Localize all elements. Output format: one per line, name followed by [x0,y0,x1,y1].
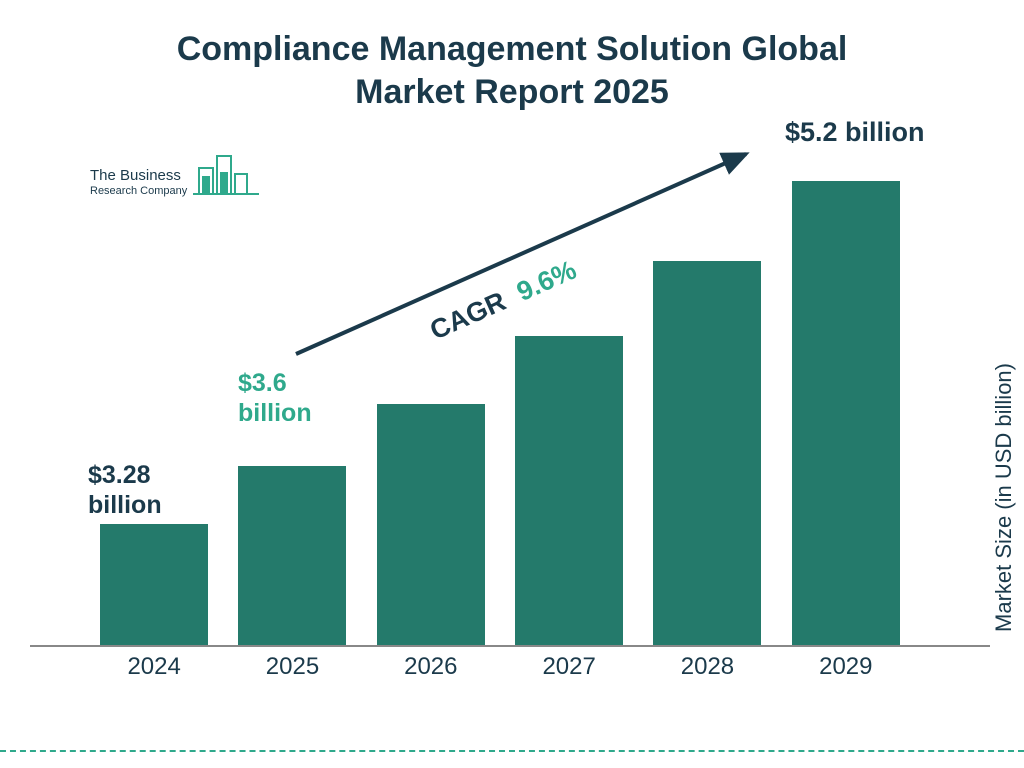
bar-2025 [238,466,346,645]
chart-title: Compliance Management Solution Global Ma… [0,28,1024,113]
bottom-dashed-border [0,750,1024,752]
value-label-2: $5.2 billion [785,116,925,148]
x-tick-2024: 2024 [100,653,208,681]
cagr-value: 9.6% [512,255,580,307]
cagr-label-wrap: CAGR 9.6% [355,245,755,425]
bar-2026 [377,404,485,645]
bar-2029 [792,181,900,645]
title-line-2: Market Report 2025 [355,73,669,111]
cagr-text: CAGR 9.6% [425,255,581,347]
x-tick-2029: 2029 [792,653,900,681]
title-line-1: Compliance Management Solution Global [177,30,848,68]
x-axis-line [30,645,990,647]
y-axis-label: Market Size (in USD billion) [991,363,1017,632]
bar-2024 [100,524,208,645]
x-tick-2025: 2025 [238,653,346,681]
chart-container: Compliance Management Solution Global Ma… [0,0,1024,768]
x-tick-2027: 2027 [515,653,623,681]
x-tick-2028: 2028 [653,653,761,681]
value-label-1: $3.6billion [238,368,312,428]
x-axis-labels: 2024 2025 2026 2027 2028 2029 [85,653,915,681]
x-tick-2026: 2026 [377,653,485,681]
value-label-0: $3.28billion [88,460,162,520]
cagr-label: CAGR [425,286,510,346]
